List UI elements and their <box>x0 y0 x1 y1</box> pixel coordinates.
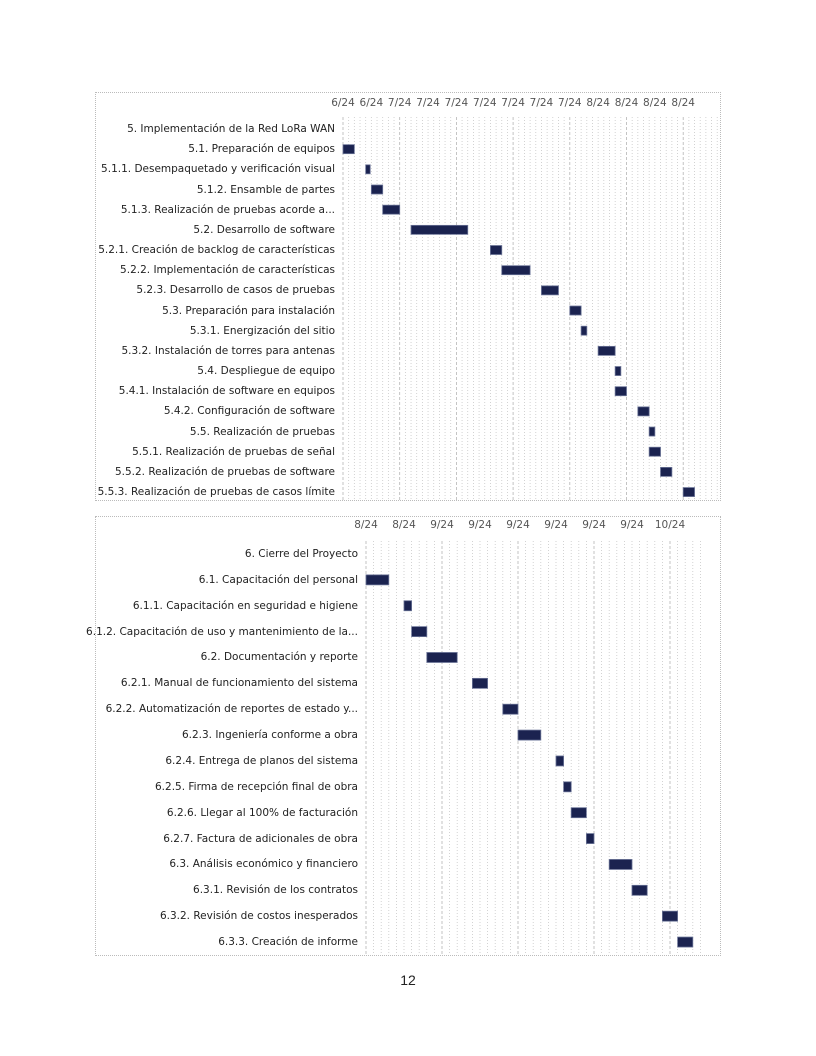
gantt-chart-implementation: 6/24 6/24 7/24 7/24 7/24 7/24 7/24 7/24 7/24 8/24… <box>95 92 721 501</box>
task-label: 6.3.2. Revisión de costos inesperados <box>159 910 358 923</box>
task-bar <box>365 164 371 175</box>
task-bar <box>501 265 531 276</box>
axis-tick-label: 8/24 <box>643 97 667 109</box>
task-bar <box>403 600 412 612</box>
axis-tick-label: 8/24 <box>614 97 639 109</box>
task-bar <box>585 833 595 844</box>
task-bar <box>614 386 627 397</box>
task-label: 6.2.6. Llegar al 100% de facturación <box>166 806 358 819</box>
task-label: 5.3.1. Energización del sitio <box>189 324 335 337</box>
task-label: 5.1.3. Realización de pruebas acorde a..… <box>120 203 335 216</box>
task-label: 5.3. Preparación para instalación <box>162 304 335 317</box>
axis-tick-label: 8/24 <box>354 519 378 531</box>
task-bar <box>555 755 564 767</box>
axis-tick-label: 9/24 <box>582 519 606 531</box>
task-bar <box>682 487 695 497</box>
task-label: 6.2.2. Automatización de reportes de est… <box>105 703 358 716</box>
axis-tick-label: 9/24 <box>430 519 454 531</box>
task-bar <box>648 446 661 457</box>
axis-tick-label: 8/24 <box>392 519 416 531</box>
task-bar <box>541 285 559 296</box>
axis-tick-label: 7/24 <box>558 97 582 109</box>
gantt-plot <box>365 541 701 954</box>
task-label: 6.2.5. Firma de recepción final de obra <box>155 780 358 793</box>
task-label: 6.1.2. Capacitación de uso y mantenimien… <box>86 625 358 638</box>
task-label: 5.2.1. Creación de backlog de caracterís… <box>98 244 335 257</box>
task-bar <box>648 426 656 437</box>
task-bar <box>471 677 488 689</box>
task-label: 6.2.3. Ingeniería conforme a obra <box>181 729 358 742</box>
task-bar <box>411 626 428 638</box>
axis-tick-label: 7/24 <box>529 97 554 109</box>
task-label: 5.2.2. Implementación de características <box>120 264 335 277</box>
task-bar <box>502 703 519 715</box>
task-label: 5.4.1. Instalación de software en equipo… <box>118 385 335 398</box>
axis-tick-label: 7/24 <box>444 97 469 109</box>
task-label: 5.2. Desarrollo de software <box>193 223 335 236</box>
axis-tick-label: 7/24 <box>387 97 412 109</box>
task-label: 6.3.1. Revisión de los contratos <box>193 884 358 897</box>
task-bar <box>370 184 384 195</box>
page-number: 12 <box>400 972 416 988</box>
task-bar <box>426 652 458 663</box>
task-bar <box>614 366 622 376</box>
axis-tick-label: 7/24 <box>501 97 525 109</box>
task-bar <box>662 910 679 922</box>
axis-tick-label: 9/24 <box>468 519 492 531</box>
task-bar <box>410 224 469 235</box>
axis-tick-label: 6/24 <box>359 97 384 109</box>
task-label: 5.1.1. Desempaquetado y verificación vis… <box>101 163 335 176</box>
task-label: 5.4.2. Configuración de software <box>163 405 335 418</box>
axis-tick-label: 9/24 <box>544 519 568 531</box>
task-label: 6.2.7. Factura de adicionales de obra <box>163 832 358 845</box>
axis-tick-label: 10/24 <box>654 519 686 531</box>
axis-tick-label: 7/24 <box>416 97 440 109</box>
axis-tick-label: 9/24 <box>620 519 644 531</box>
axis-tick-label: 7/24 <box>472 97 497 109</box>
task-label: 5.5. Realización de pruebas <box>189 425 335 438</box>
axis-tick-label: 8/24 <box>671 97 695 109</box>
task-label: 5.1. Preparación de equipos <box>188 143 335 156</box>
task-label: 6. Cierre del Proyecto <box>244 548 358 560</box>
axis-tick-label: 9/24 <box>506 519 530 531</box>
task-bar <box>517 729 542 741</box>
task-bar <box>608 859 633 870</box>
task-label: 6.2.1. Manual de funcionamiento del sist… <box>120 677 358 690</box>
task-label: 6.1. Capacitación del personal <box>198 573 358 586</box>
axis-tick-label: 8/24 <box>586 97 610 109</box>
task-bar <box>569 305 582 316</box>
task-bar <box>677 936 694 948</box>
task-bar <box>637 406 650 417</box>
task-label: 6.3.3. Creación de informe <box>218 936 358 949</box>
task-bar <box>365 574 390 586</box>
axis-tick-label: 6/24 <box>331 97 355 109</box>
task-bar <box>631 884 648 896</box>
task-label: 6.2. Documentación y reporte <box>200 651 358 664</box>
gantt-chart-closure: 8/24 8/24 9/24 9/24 9/24 9/24 9/24 9/24 10/24 6. … <box>86 516 721 956</box>
task-label: 5.5.3. Realización de pruebas de casos l… <box>97 486 335 499</box>
task-label: 6.2.4. Entrega de planos del sistema <box>165 754 358 767</box>
task-label: 5.5.1. Realización de pruebas de señal <box>132 445 335 458</box>
task-bar <box>660 466 673 477</box>
gantt-plot <box>342 117 718 500</box>
task-bar <box>597 345 616 356</box>
task-label: 5.4. Despliegue de equipo <box>197 365 335 378</box>
task-label: 5.1.2. Ensamble de partes <box>196 183 335 196</box>
task-bar <box>580 325 588 336</box>
task-label: 5.3.2. Instalación de torres para antena… <box>121 344 335 357</box>
task-label: 5.2.3. Desarrollo de casos de pruebas <box>136 284 335 297</box>
task-bar <box>382 204 401 215</box>
task-bar <box>570 807 587 819</box>
task-label: 5.5.2. Realización de pruebas de softwar… <box>114 465 335 478</box>
task-bar <box>342 144 355 155</box>
task-label: 6.1.1. Capacitación en seguridad e higie… <box>132 599 358 612</box>
task-bar <box>563 781 572 793</box>
task-label: 6.3. Análisis económico y financiero <box>169 858 358 871</box>
task-bar <box>490 245 503 255</box>
task-label: 5. Implementación de la Red LoRa WAN <box>127 123 335 135</box>
